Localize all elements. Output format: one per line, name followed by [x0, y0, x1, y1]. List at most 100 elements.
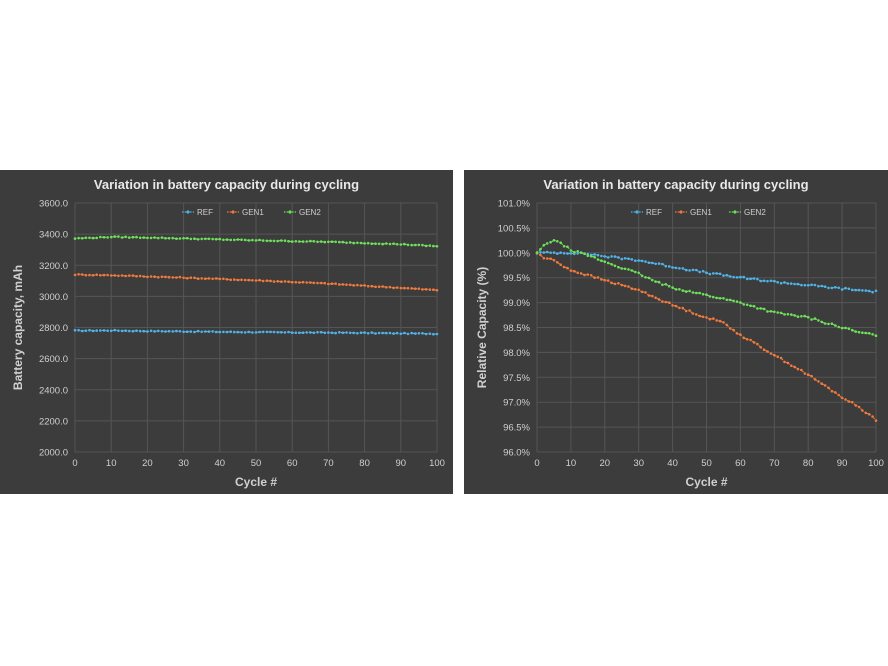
data-point	[345, 283, 348, 286]
data-point	[864, 331, 868, 335]
data-point	[338, 283, 341, 286]
data-point	[251, 238, 254, 242]
chart-title: Variation in battery capacity during cyc…	[543, 177, 808, 192]
data-point	[128, 329, 131, 333]
data-point	[647, 294, 651, 297]
data-point	[421, 332, 424, 335]
data-point	[377, 331, 381, 335]
data-point	[261, 330, 265, 334]
data-point	[301, 331, 305, 334]
data-point	[138, 329, 142, 333]
data-point	[549, 240, 552, 244]
data-point	[854, 404, 857, 407]
series-gen1	[73, 273, 439, 292]
data-point	[352, 241, 356, 245]
data-point	[705, 271, 708, 275]
data-point	[728, 275, 732, 278]
data-point	[164, 330, 167, 333]
data-point	[756, 342, 759, 346]
data-point	[290, 280, 294, 284]
data-point	[182, 237, 185, 240]
data-point	[146, 236, 149, 240]
data-point	[287, 330, 290, 334]
data-point	[312, 240, 316, 243]
data-point	[316, 281, 319, 285]
data-point	[330, 282, 334, 285]
x-tick-label: 90	[396, 458, 407, 469]
data-point	[617, 265, 620, 269]
data-point	[749, 304, 752, 308]
data-point	[559, 263, 562, 266]
data-point	[644, 291, 647, 294]
data-point	[388, 285, 392, 289]
data-point	[593, 253, 596, 256]
data-point	[359, 284, 363, 287]
data-point	[157, 236, 160, 240]
data-point	[674, 266, 678, 270]
data-point	[857, 330, 861, 334]
data-point	[779, 356, 783, 360]
data-point	[160, 330, 164, 333]
data-point	[732, 299, 735, 303]
data-point	[830, 286, 834, 290]
data-point	[392, 332, 395, 335]
data-point	[617, 282, 620, 285]
y-axis-title: Battery capacity, mAh	[11, 265, 25, 390]
data-point	[661, 300, 664, 303]
data-point	[539, 248, 542, 251]
data-point	[830, 389, 834, 393]
data-point	[874, 334, 878, 337]
data-point	[552, 258, 556, 262]
data-point	[276, 330, 280, 334]
data-point	[261, 239, 265, 242]
data-point	[806, 373, 810, 376]
x-tick-label: 80	[803, 458, 814, 469]
data-point	[762, 279, 766, 283]
data-point	[542, 243, 546, 247]
data-point	[301, 280, 305, 284]
data-point	[131, 274, 135, 277]
data-point	[596, 253, 600, 257]
data-point	[341, 240, 345, 244]
data-point	[691, 312, 695, 315]
data-point	[341, 283, 345, 286]
data-point	[218, 277, 222, 281]
data-point	[200, 330, 203, 334]
data-point	[698, 270, 701, 274]
data-point	[718, 297, 722, 300]
data-point	[796, 367, 800, 371]
data-point	[327, 240, 330, 244]
data-point	[749, 277, 752, 281]
data-point	[806, 315, 810, 319]
data-point	[251, 279, 254, 282]
data-point	[309, 239, 312, 243]
data-point	[712, 317, 715, 320]
data-point	[240, 331, 243, 334]
data-point	[348, 331, 352, 335]
data-point	[566, 252, 569, 255]
data-point	[783, 281, 786, 284]
data-point	[739, 301, 742, 304]
data-point	[539, 251, 542, 254]
data-point	[377, 285, 381, 288]
x-tick-label: 0	[534, 458, 539, 469]
data-point	[742, 275, 746, 279]
x-tick-label: 30	[633, 458, 644, 469]
y-tick-label: 100.0%	[498, 248, 531, 259]
data-point	[417, 332, 421, 335]
data-point	[542, 251, 546, 254]
data-point	[117, 329, 120, 332]
data-point	[106, 329, 109, 332]
data-point	[610, 255, 613, 258]
data-point	[171, 236, 174, 240]
data-point	[552, 239, 556, 242]
data-point	[610, 281, 613, 285]
data-point	[613, 282, 617, 286]
x-tick-label: 60	[735, 458, 746, 469]
data-point	[786, 361, 790, 365]
data-point	[135, 275, 138, 278]
data-point	[854, 288, 857, 292]
data-point	[823, 322, 827, 325]
data-point	[583, 273, 586, 277]
y-tick-label: 99.0%	[503, 298, 530, 309]
